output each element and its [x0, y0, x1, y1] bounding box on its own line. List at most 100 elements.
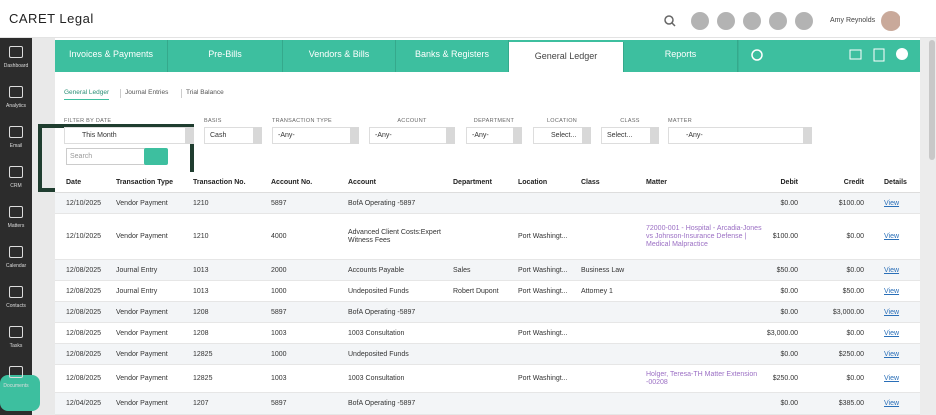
view-link[interactable]: View: [884, 266, 900, 274]
tab[interactable]: Reports: [624, 40, 738, 72]
cell: $3,000.00: [766, 329, 798, 337]
filter-value: -Any-: [686, 132, 703, 139]
column-header[interactable]: Matter: [646, 179, 668, 186]
cell[interactable]: 72000-001 - Hospital - Arcadia-Jones vs …: [646, 225, 762, 248]
cell: Port Washingt...: [518, 329, 568, 337]
view-link[interactable]: View: [884, 375, 900, 382]
filter-label: FILTER BY DATE: [64, 118, 112, 124]
column-header[interactable]: Details: [884, 179, 907, 186]
cell: Sales: [453, 266, 471, 274]
chat-button[interactable]: [0, 375, 40, 411]
cell: BofA Operating -5897: [348, 199, 416, 207]
sidebar-icon[interactable]: [9, 86, 23, 98]
column-header[interactable]: Debit: [780, 179, 799, 186]
help-icon[interactable]: [743, 12, 761, 30]
sidebar-label[interactable]: Matters: [7, 223, 25, 229]
chat-icon[interactable]: [769, 12, 787, 30]
sidebar-label[interactable]: Calendar: [5, 263, 27, 269]
scrollbar[interactable]: [929, 40, 935, 160]
filter-value: Cash: [210, 132, 227, 139]
search-icon[interactable]: [664, 15, 674, 25]
logo[interactable]: CARET Legal: [9, 11, 94, 26]
view-link[interactable]: View: [884, 329, 900, 337]
cell: $0.00: [846, 375, 864, 382]
filter-button[interactable]: [144, 148, 168, 165]
sidebar-icon[interactable]: [9, 126, 23, 138]
sidebar-label[interactable]: Tasks: [9, 343, 23, 349]
sidebar-label[interactable]: Email: [9, 143, 23, 149]
sidebar-label[interactable]: Dashboard: [3, 63, 29, 69]
column-header[interactable]: Transaction Type: [116, 179, 174, 186]
view-link[interactable]: View: [884, 400, 900, 407]
subtab[interactable]: Trial Balance: [186, 89, 224, 96]
print-icon[interactable]: [849, 49, 862, 60]
cell: Undeposited Funds: [348, 287, 409, 295]
sidebar-icon[interactable]: [9, 206, 23, 218]
subtab[interactable]: General Ledger: [64, 89, 110, 100]
cell: 2000: [271, 266, 287, 274]
cell: 12/04/2025: [66, 400, 102, 407]
table-row: [55, 323, 920, 344]
filter-value: Select...: [607, 132, 633, 139]
sidebar-icon[interactable]: [9, 166, 23, 178]
search-placeholder: Search: [70, 153, 93, 160]
view-link[interactable]: View: [884, 199, 900, 207]
filter-label: DEPARTMENT: [473, 118, 515, 124]
subtab-sep: [120, 89, 121, 98]
cell: 5897: [271, 400, 287, 407]
tab[interactable]: Pre-Bills: [168, 40, 283, 72]
view-link[interactable]: View: [884, 233, 900, 240]
tab[interactable]: Vendors & Bills: [283, 40, 396, 72]
cell: 12/08/2025: [66, 375, 102, 382]
view-link[interactable]: View: [884, 308, 900, 316]
cell: $50.00: [776, 266, 798, 274]
table-row: [55, 344, 920, 365]
column-header[interactable]: Account: [348, 179, 376, 186]
column-header[interactable]: Location: [518, 179, 548, 186]
tab[interactable]: Invoices & Payments: [55, 40, 168, 72]
add-icon[interactable]: [717, 12, 735, 30]
sidebar-icon[interactable]: [9, 246, 23, 258]
sidebar-label[interactable]: CRM: [10, 183, 22, 189]
sidebar-icon[interactable]: [9, 286, 23, 298]
sidebar-label[interactable]: Documents: [3, 383, 29, 389]
user-name[interactable]: Amy Reynolds: [830, 17, 876, 24]
subtab[interactable]: Journal Entries: [125, 89, 169, 96]
refresh-icon[interactable]: [751, 49, 763, 61]
view-link[interactable]: View: [884, 350, 900, 358]
cell: $50.00: [842, 287, 864, 295]
cell[interactable]: Holger, Teresa-TH Matter Extension -0020…: [646, 371, 758, 386]
tab-active[interactable]: General Ledger: [509, 42, 624, 72]
sidebar-label[interactable]: Analytics: [5, 103, 26, 109]
view-link[interactable]: View: [884, 287, 900, 295]
tab[interactable]: Banks & Registers: [396, 40, 509, 72]
dropdown-arrow: [253, 127, 262, 144]
avatar[interactable]: [881, 11, 900, 31]
sidebar-icon[interactable]: [9, 46, 23, 58]
quick-icon[interactable]: [691, 12, 709, 30]
sidebar-icon[interactable]: [9, 366, 23, 378]
cell: Journal Entry: [116, 266, 158, 274]
sidebar-icon[interactable]: [9, 326, 23, 338]
table-row: [55, 214, 920, 260]
column-header[interactable]: Class: [581, 179, 600, 186]
cell: $0.00: [846, 266, 864, 274]
cell: 1210: [193, 233, 209, 240]
star-icon[interactable]: [795, 12, 813, 30]
export-icon[interactable]: [873, 48, 885, 62]
column-header[interactable]: Account No.: [271, 179, 313, 186]
cell: Undeposited Funds: [348, 350, 409, 358]
settings-icon[interactable]: [896, 48, 908, 60]
column-header[interactable]: Transaction No.: [193, 179, 246, 186]
sidebar-label[interactable]: Contacts: [6, 303, 26, 309]
table-row: [55, 302, 920, 323]
column-header[interactable]: Department: [453, 179, 492, 186]
column-header[interactable]: Credit: [843, 179, 864, 186]
cell: Accounts Payable: [348, 266, 405, 274]
cell: 1000: [271, 350, 287, 358]
column-header[interactable]: Date: [66, 179, 82, 186]
cell: $3,000.00: [832, 308, 864, 316]
filter-label: BASIS: [204, 118, 222, 124]
cell: $0.00: [846, 233, 864, 240]
dropdown-arrow: [650, 127, 659, 144]
